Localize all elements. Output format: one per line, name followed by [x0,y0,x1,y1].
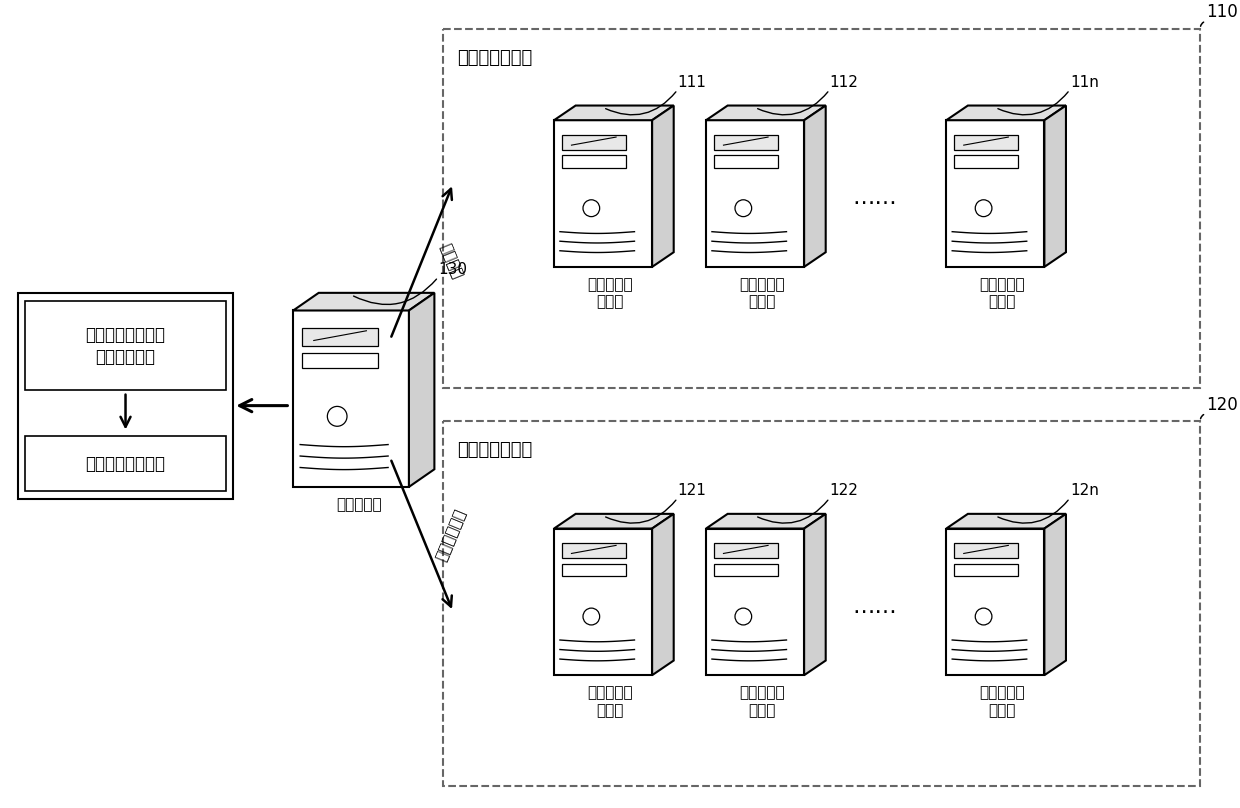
FancyBboxPatch shape [714,564,777,576]
Polygon shape [1044,106,1066,267]
Polygon shape [706,120,804,267]
Text: 下沉数据: 下沉数据 [438,242,465,281]
Bar [443,29,1200,388]
Text: 冷数据存储: 冷数据存储 [587,685,632,700]
Circle shape [327,406,347,427]
Polygon shape [1044,514,1066,675]
FancyBboxPatch shape [562,543,626,558]
Text: 基于下沉数据生成: 基于下沉数据生成 [86,326,165,344]
Text: 110: 110 [1207,3,1238,21]
Text: 服务器: 服务器 [748,295,775,309]
Text: 服务器: 服务器 [596,703,624,718]
Polygon shape [946,120,1044,267]
Polygon shape [804,514,826,675]
Text: ……: …… [853,597,898,617]
Text: 130: 130 [438,262,467,277]
FancyBboxPatch shape [303,328,378,346]
Polygon shape [706,528,804,675]
Polygon shape [946,106,1066,120]
Bar [26,436,226,490]
FancyBboxPatch shape [714,135,777,149]
Polygon shape [652,514,673,675]
Text: 热数据存储集群: 热数据存储集群 [458,48,532,67]
FancyBboxPatch shape [954,564,1018,576]
Text: ……: …… [853,188,898,208]
Text: 服务器: 服务器 [748,703,775,718]
Polygon shape [554,120,652,267]
Polygon shape [554,106,673,120]
Polygon shape [652,106,673,267]
Circle shape [583,200,600,217]
Text: 热数据存储: 热数据存储 [587,277,632,292]
Circle shape [735,608,751,625]
Text: 111: 111 [677,74,707,90]
FancyBboxPatch shape [954,155,1018,168]
FancyBboxPatch shape [714,543,777,558]
Polygon shape [554,514,673,528]
Text: 下沉数据文件: 下沉数据文件 [434,507,469,563]
Polygon shape [293,292,434,310]
Circle shape [735,200,751,217]
FancyBboxPatch shape [954,135,1018,149]
Text: 服务器: 服务器 [596,295,624,309]
Text: 11n: 11n [1070,74,1099,90]
Text: 服务器: 服务器 [988,703,1016,718]
Text: 12n: 12n [1070,483,1099,498]
FancyBboxPatch shape [562,135,626,149]
Circle shape [583,608,600,625]
Polygon shape [946,528,1044,675]
Text: 122: 122 [830,483,858,498]
Text: 下沉数据文件: 下沉数据文件 [95,348,155,366]
FancyBboxPatch shape [562,155,626,168]
Text: 121: 121 [677,483,707,498]
Bar [443,422,1200,786]
FancyBboxPatch shape [954,543,1018,558]
Text: 112: 112 [830,74,858,90]
Polygon shape [804,106,826,267]
FancyBboxPatch shape [562,564,626,576]
Text: 热数据存储: 热数据存储 [739,277,785,292]
Circle shape [975,608,992,625]
Polygon shape [946,514,1066,528]
FancyBboxPatch shape [303,353,378,368]
Polygon shape [706,514,826,528]
Text: 冷数据存储: 冷数据存储 [739,685,785,700]
Polygon shape [554,528,652,675]
Bar [17,292,233,499]
Text: 冷数据存储: 冷数据存储 [980,685,1024,700]
Text: 处理服务器: 处理服务器 [336,497,382,511]
Text: 120: 120 [1207,396,1238,414]
Polygon shape [293,310,409,487]
Text: 生成目标索引信息: 生成目标索引信息 [86,455,165,473]
FancyBboxPatch shape [714,155,777,168]
Text: 冷数据存储集群: 冷数据存储集群 [458,441,532,459]
Polygon shape [706,106,826,120]
Text: 热数据存储: 热数据存储 [980,277,1024,292]
Bar [26,301,226,389]
Text: 服务器: 服务器 [988,295,1016,309]
Polygon shape [409,292,434,487]
Circle shape [975,200,992,217]
